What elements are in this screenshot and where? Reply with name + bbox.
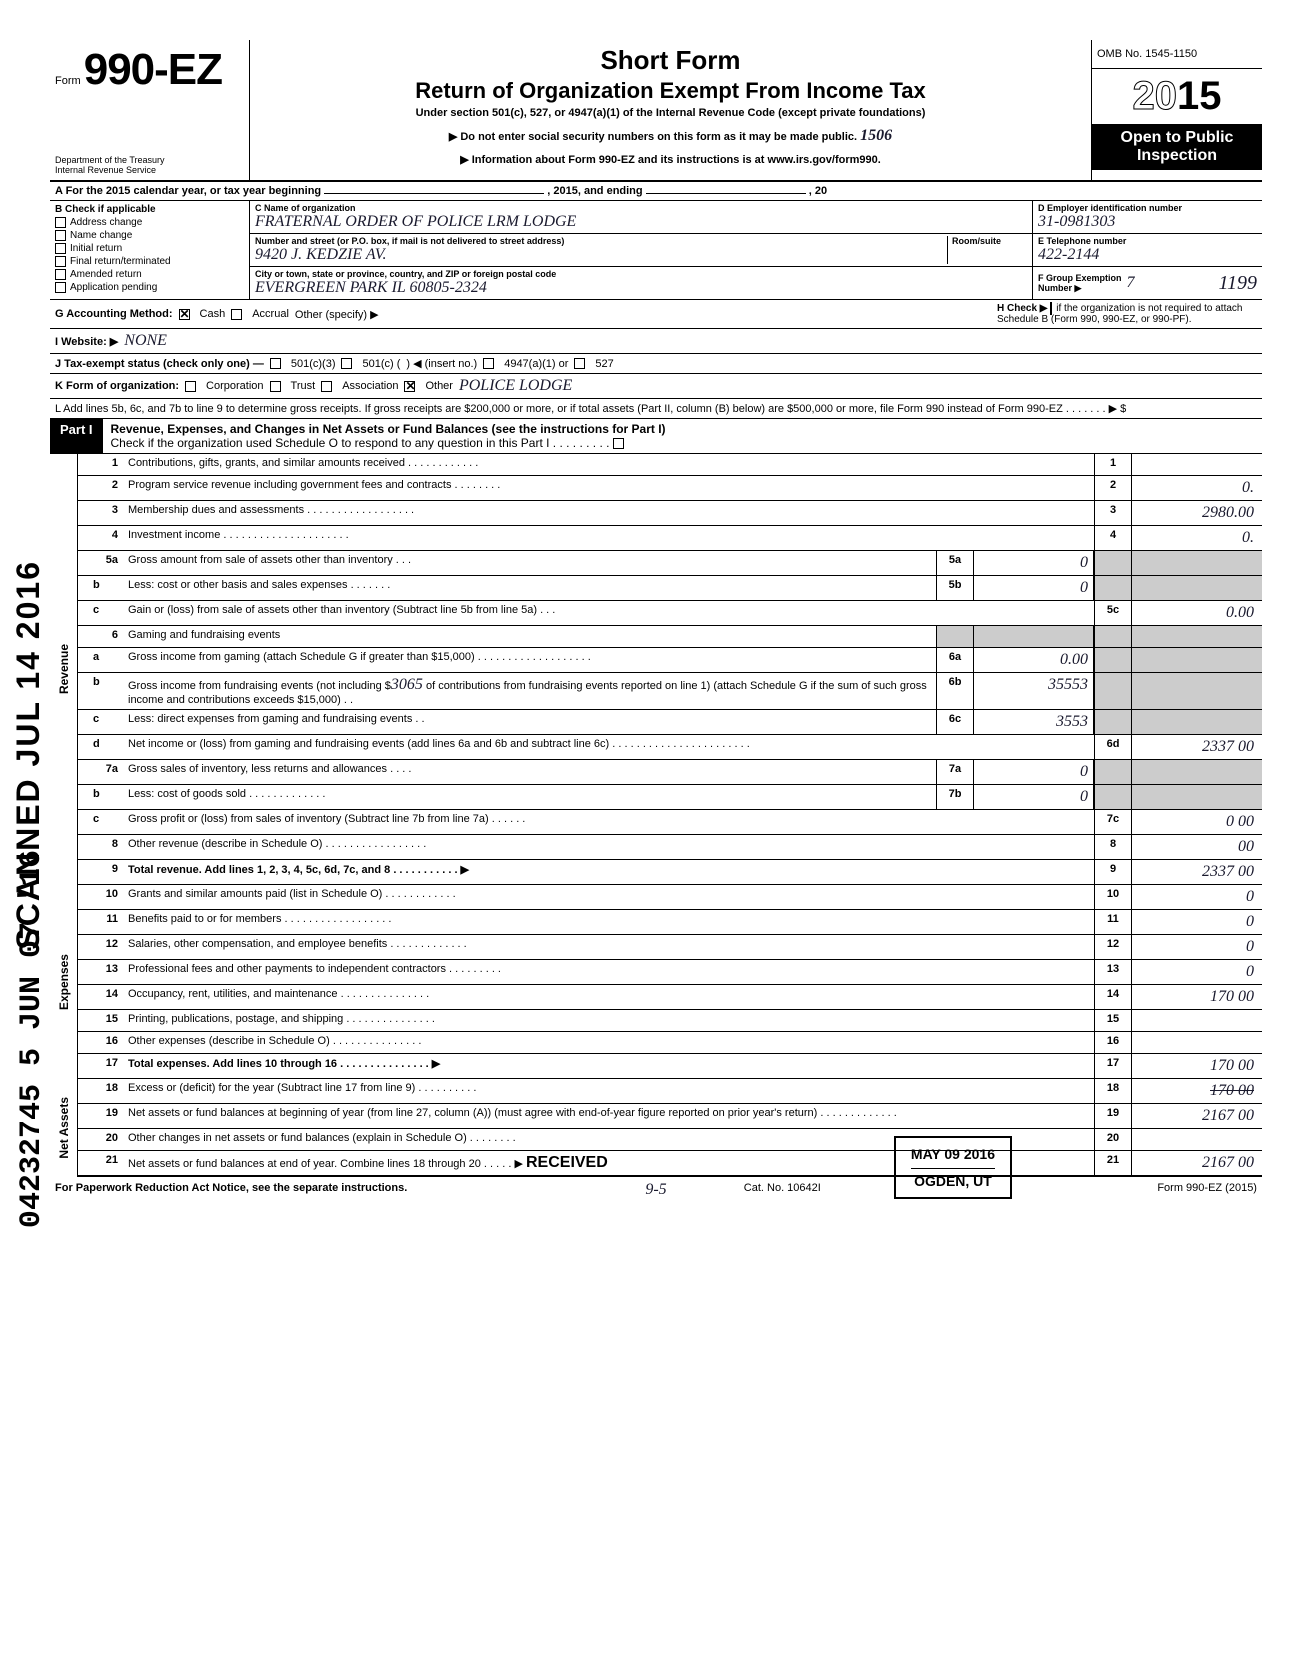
- cat-no: Cat. No. 10642I: [744, 1182, 821, 1194]
- info-url: ▶ Information about Form 990-EZ and its …: [260, 153, 1081, 166]
- bottom-handwritten: 9-5: [645, 1181, 666, 1199]
- line-7b: Less: cost of goods sold . . . . . . . .…: [123, 785, 936, 809]
- expenses-tab: Expenses: [50, 885, 78, 1079]
- check-501c3[interactable]: [270, 358, 281, 369]
- line-5c: Gain or (loss) from sale of assets other…: [123, 601, 1094, 625]
- section-b-checkboxes: B Check if applicable Address change Nam…: [50, 201, 250, 299]
- line-l-text: L Add lines 5b, 6c, and 7b to line 9 to …: [55, 402, 1126, 415]
- check-assoc[interactable]: [321, 381, 332, 392]
- tax-year-row: A For the 2015 calendar year, or tax yea…: [50, 182, 1262, 201]
- net-assets-tab: Net Assets: [50, 1079, 78, 1177]
- check-527[interactable]: [574, 358, 585, 369]
- paperwork-notice: For Paperwork Reduction Act Notice, see …: [55, 1182, 407, 1194]
- line-6d: Net income or (loss) from gaming and fun…: [123, 735, 1094, 759]
- check-address-change[interactable]: Address change: [55, 217, 244, 228]
- check-corp[interactable]: [185, 381, 196, 392]
- part1-check-line: Check if the organization used Schedule …: [111, 436, 610, 450]
- city-label: City or town, state or province, country…: [255, 269, 1027, 279]
- org-name-value: FRATERNAL ORDER OF POLICE LRM LODGE: [255, 213, 1027, 231]
- irs-label: Internal Revenue Service: [55, 165, 255, 175]
- received-stamp: MAY 09 2016 OGDEN, UT: [894, 1136, 1012, 1199]
- line-17: Total expenses. Add lines 10 through 16 …: [123, 1054, 1094, 1078]
- check-final-return[interactable]: Final return/terminated: [55, 256, 244, 267]
- city-value: EVERGREEN PARK IL 60805-2324: [255, 279, 1027, 297]
- org-name-label: C Name of organization: [255, 203, 1027, 213]
- line-18: Excess or (deficit) for the year (Subtra…: [123, 1079, 1094, 1103]
- website-label: I Website: ▶: [55, 335, 118, 348]
- subtitle: Under section 501(c), 527, or 4947(a)(1)…: [260, 107, 1081, 119]
- street-value: 9420 J. KEDZIE AV.: [255, 246, 947, 264]
- check-cash[interactable]: [179, 309, 190, 320]
- dln-stamp: 04232745 5 JUN 07 '16: [15, 850, 49, 1228]
- line-10: Grants and similar amounts paid (list in…: [123, 885, 1094, 909]
- line-13: Professional fees and other payments to …: [123, 960, 1094, 984]
- group-exemption-label: F Group Exemption: [1038, 273, 1122, 283]
- ein-value: 31-0981303: [1038, 213, 1257, 231]
- group-exemption-hand: 7: [1127, 274, 1135, 292]
- line-16: Other expenses (describe in Schedule O) …: [123, 1032, 1094, 1053]
- line-3: Membership dues and assessments . . . . …: [123, 501, 1094, 525]
- line-12: Salaries, other compensation, and employ…: [123, 935, 1094, 959]
- room-label: Room/suite: [952, 236, 1027, 246]
- check-other-org[interactable]: [404, 381, 415, 392]
- h-check-label: H Check ▶: [997, 303, 1047, 314]
- line-9: Total revenue. Add lines 1, 2, 3, 4, 5c,…: [123, 860, 1094, 884]
- phone-value: 422-2144: [1038, 246, 1257, 264]
- return-title: Return of Organization Exempt From Incom…: [260, 78, 1081, 104]
- check-accrual[interactable]: [231, 309, 242, 320]
- form-number: 990-EZ: [84, 45, 222, 94]
- check-amended[interactable]: Amended return: [55, 269, 244, 280]
- line-6c: Less: direct expenses from gaming and fu…: [123, 710, 936, 734]
- short-form-title: Short Form: [260, 45, 1081, 76]
- phone-label: E Telephone number: [1038, 236, 1257, 246]
- ein-label: D Employer identification number: [1038, 203, 1257, 213]
- line-11: Benefits paid to or for members . . . . …: [123, 910, 1094, 934]
- other-org-value: POLICE LODGE: [459, 377, 572, 395]
- line-7c: Gross profit or (loss) from sales of inv…: [123, 810, 1094, 834]
- line-6a: Gross income from gaming (attach Schedul…: [123, 648, 936, 672]
- street-label: Number and street (or P.O. box, if mail …: [255, 236, 947, 246]
- line-14: Occupancy, rent, utilities, and maintena…: [123, 985, 1094, 1009]
- accounting-method-label: G Accounting Method:: [55, 308, 173, 320]
- dept-treasury: Department of the Treasury: [55, 155, 255, 165]
- line-6b: Gross income from fundraising events (no…: [123, 673, 936, 709]
- check-trust[interactable]: [270, 381, 281, 392]
- check-schedule-o[interactable]: [613, 438, 624, 449]
- form-prefix: Form: [55, 75, 81, 87]
- line-2: Program service revenue including govern…: [123, 476, 1094, 500]
- line-6: Gaming and fundraising events: [123, 626, 936, 647]
- part1-title: Revenue, Expenses, and Changes in Net As…: [111, 422, 666, 436]
- line-19: Net assets or fund balances at beginning…: [123, 1104, 1094, 1128]
- line-7a: Gross sales of inventory, less returns a…: [123, 760, 936, 784]
- open-public: Open to Public: [1097, 129, 1257, 147]
- form-org-label: K Form of organization:: [55, 380, 179, 392]
- line-8: Other revenue (describe in Schedule O) .…: [123, 835, 1094, 859]
- revenue-tab: Revenue: [50, 454, 78, 885]
- ssn-warning: ▶ Do not enter social security numbers o…: [260, 127, 1081, 145]
- check-4947[interactable]: [483, 358, 494, 369]
- omb-number: OMB No. 1545-1150: [1092, 40, 1262, 69]
- website-value: NONE: [124, 332, 167, 350]
- form-header: Form 990-EZ Department of the Treasury I…: [50, 40, 1262, 182]
- group-exemption-value: 1199: [1218, 272, 1257, 295]
- inspection: Inspection: [1097, 147, 1257, 165]
- form-ref: Form 990-EZ (2015): [1157, 1182, 1257, 1194]
- line-1: Contributions, gifts, grants, and simila…: [123, 454, 1094, 475]
- tax-year: 20201515: [1092, 69, 1262, 124]
- check-initial-return[interactable]: Initial return: [55, 243, 244, 254]
- check-501c[interactable]: [341, 358, 352, 369]
- line-4: Investment income . . . . . . . . . . . …: [123, 526, 1094, 550]
- part1-badge: Part I: [50, 419, 103, 453]
- line-5a: Gross amount from sale of assets other t…: [123, 551, 936, 575]
- line-5b: Less: cost or other basis and sales expe…: [123, 576, 936, 600]
- line-15: Printing, publications, postage, and shi…: [123, 1010, 1094, 1031]
- tax-exempt-label: J Tax-exempt status (check only one) —: [55, 358, 264, 370]
- check-name-change[interactable]: Name change: [55, 230, 244, 241]
- check-application-pending[interactable]: Application pending: [55, 282, 244, 293]
